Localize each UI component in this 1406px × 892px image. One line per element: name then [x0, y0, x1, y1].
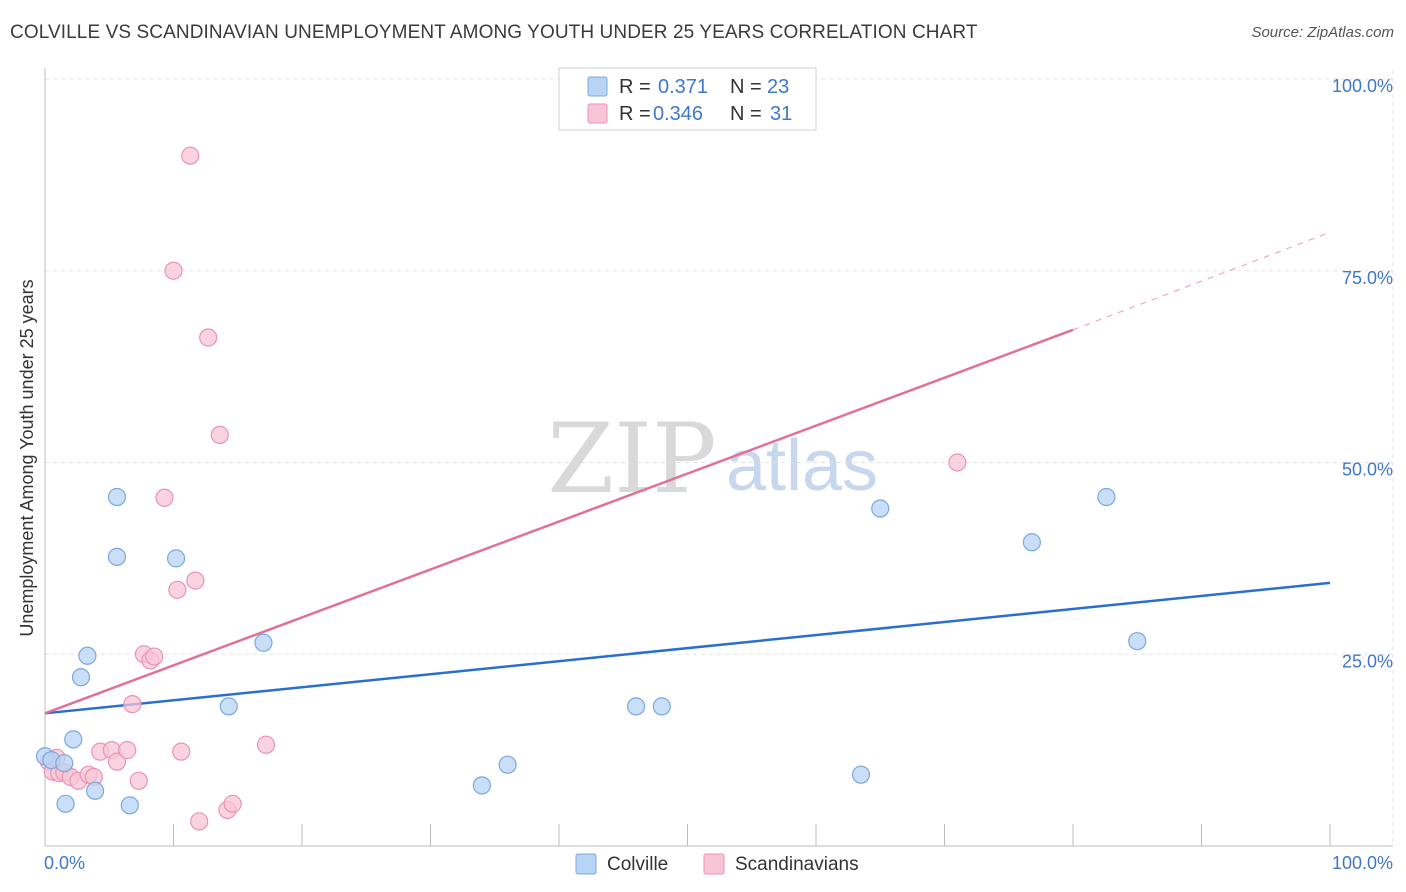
- legend-n-label-colville: N =: [730, 76, 762, 98]
- y-tick-label: 25.0%: [1342, 651, 1393, 671]
- colville-point[interactable]: [1022, 533, 1041, 552]
- legend-n-value-scandinavians: 31: [770, 103, 792, 125]
- axes-layer: 25.0% 50.0% 75.0% 100.0%: [44, 68, 1393, 847]
- colville-point[interactable]: [1097, 487, 1116, 507]
- scandinavians-point[interactable]: [155, 488, 174, 507]
- scandinavians-point[interactable]: [223, 794, 242, 813]
- legend-r-value-scandinavians: 0.346: [653, 103, 703, 125]
- scandinavians-point[interactable]: [199, 328, 218, 347]
- colville-point[interactable]: [626, 697, 646, 716]
- x-tick-label-left: 0.0%: [44, 853, 85, 873]
- scandinavians-point[interactable]: [172, 742, 191, 761]
- scandinavians-point[interactable]: [210, 425, 229, 444]
- scandinavians-point[interactable]: [123, 695, 142, 714]
- colville-point[interactable]: [652, 697, 671, 716]
- scandinavians-point[interactable]: [181, 146, 200, 165]
- scandinavians-point[interactable]: [129, 771, 148, 790]
- bottom-legend-label-scandinavians[interactable]: Scandinavians: [735, 854, 859, 875]
- colville-point[interactable]: [498, 755, 517, 774]
- legend-r-value-colville: 0.371: [658, 76, 708, 98]
- series-legend: Colville Scandinavians: [575, 853, 859, 875]
- watermark-zip: ZIP: [547, 403, 716, 515]
- scandinavians-point[interactable]: [164, 261, 183, 280]
- source-credit: Source: ZipAtlas.com: [1251, 24, 1394, 41]
- y-tick-label: 100.0%: [1332, 76, 1393, 96]
- x-tick-label-right: 100.0%: [1332, 853, 1393, 873]
- chart-title: COLVILLE VS SCANDINAVIAN UNEMPLOYMENT AM…: [10, 22, 978, 43]
- scandinavians-point[interactable]: [190, 812, 209, 831]
- colville-point[interactable]: [71, 668, 91, 687]
- correlation-legend: R = 0.371 N = 23 R = 0.346 N = 31: [558, 67, 817, 131]
- scandinavians-trend-extension: [1072, 231, 1331, 331]
- legend-r-label-colville: R =: [619, 76, 651, 98]
- colville-trend-line: [44, 581, 1331, 715]
- colville-point[interactable]: [472, 776, 491, 795]
- legend-swatch-colville: [587, 76, 608, 97]
- watermark-atlas: atlas: [726, 426, 878, 506]
- colville-point[interactable]: [120, 796, 139, 815]
- colville-point[interactable]: [55, 754, 74, 773]
- bottom-legend-label-colville[interactable]: Colville: [607, 854, 668, 875]
- scandinavians-trend-line: [44, 328, 1074, 715]
- colville-point[interactable]: [166, 549, 186, 568]
- bottom-legend-swatch-colville[interactable]: [575, 853, 597, 875]
- colville-point[interactable]: [107, 547, 127, 566]
- legend-n-label-scandinavians: N =: [730, 103, 762, 125]
- scandinavians-point[interactable]: [107, 752, 127, 771]
- trend-layer: [44, 231, 1331, 715]
- scandinavians-point[interactable]: [145, 647, 164, 666]
- y-axis-title: Unemployment Among Youth under 25 years: [17, 279, 37, 636]
- points-layer: [35, 146, 1147, 831]
- scandinavians-point[interactable]: [186, 571, 205, 590]
- y-tick-label: 75.0%: [1342, 268, 1393, 288]
- legend-n-value-colville: 23: [767, 76, 789, 98]
- bottom-legend-swatch-scandinavians[interactable]: [703, 853, 725, 875]
- colville-point[interactable]: [219, 697, 238, 716]
- colville-point[interactable]: [254, 633, 273, 652]
- colville-point[interactable]: [78, 646, 97, 665]
- colville-point[interactable]: [871, 499, 890, 518]
- legend-swatch-scandinavians: [587, 103, 608, 124]
- colville-point[interactable]: [86, 781, 105, 800]
- scandinavians-point[interactable]: [168, 580, 187, 599]
- legend-r-label-scandinavians: R =: [619, 103, 651, 125]
- scandinavians-point[interactable]: [256, 735, 276, 754]
- colville-point[interactable]: [851, 765, 871, 784]
- y-tick-label: 50.0%: [1342, 460, 1393, 480]
- scandinavians-point[interactable]: [948, 453, 967, 472]
- colville-point[interactable]: [56, 794, 75, 813]
- colville-point[interactable]: [64, 730, 83, 749]
- grid-layer: [45, 70, 1394, 846]
- colville-point[interactable]: [1128, 632, 1147, 651]
- scandinavians-point[interactable]: [118, 741, 137, 760]
- colville-point[interactable]: [107, 487, 127, 507]
